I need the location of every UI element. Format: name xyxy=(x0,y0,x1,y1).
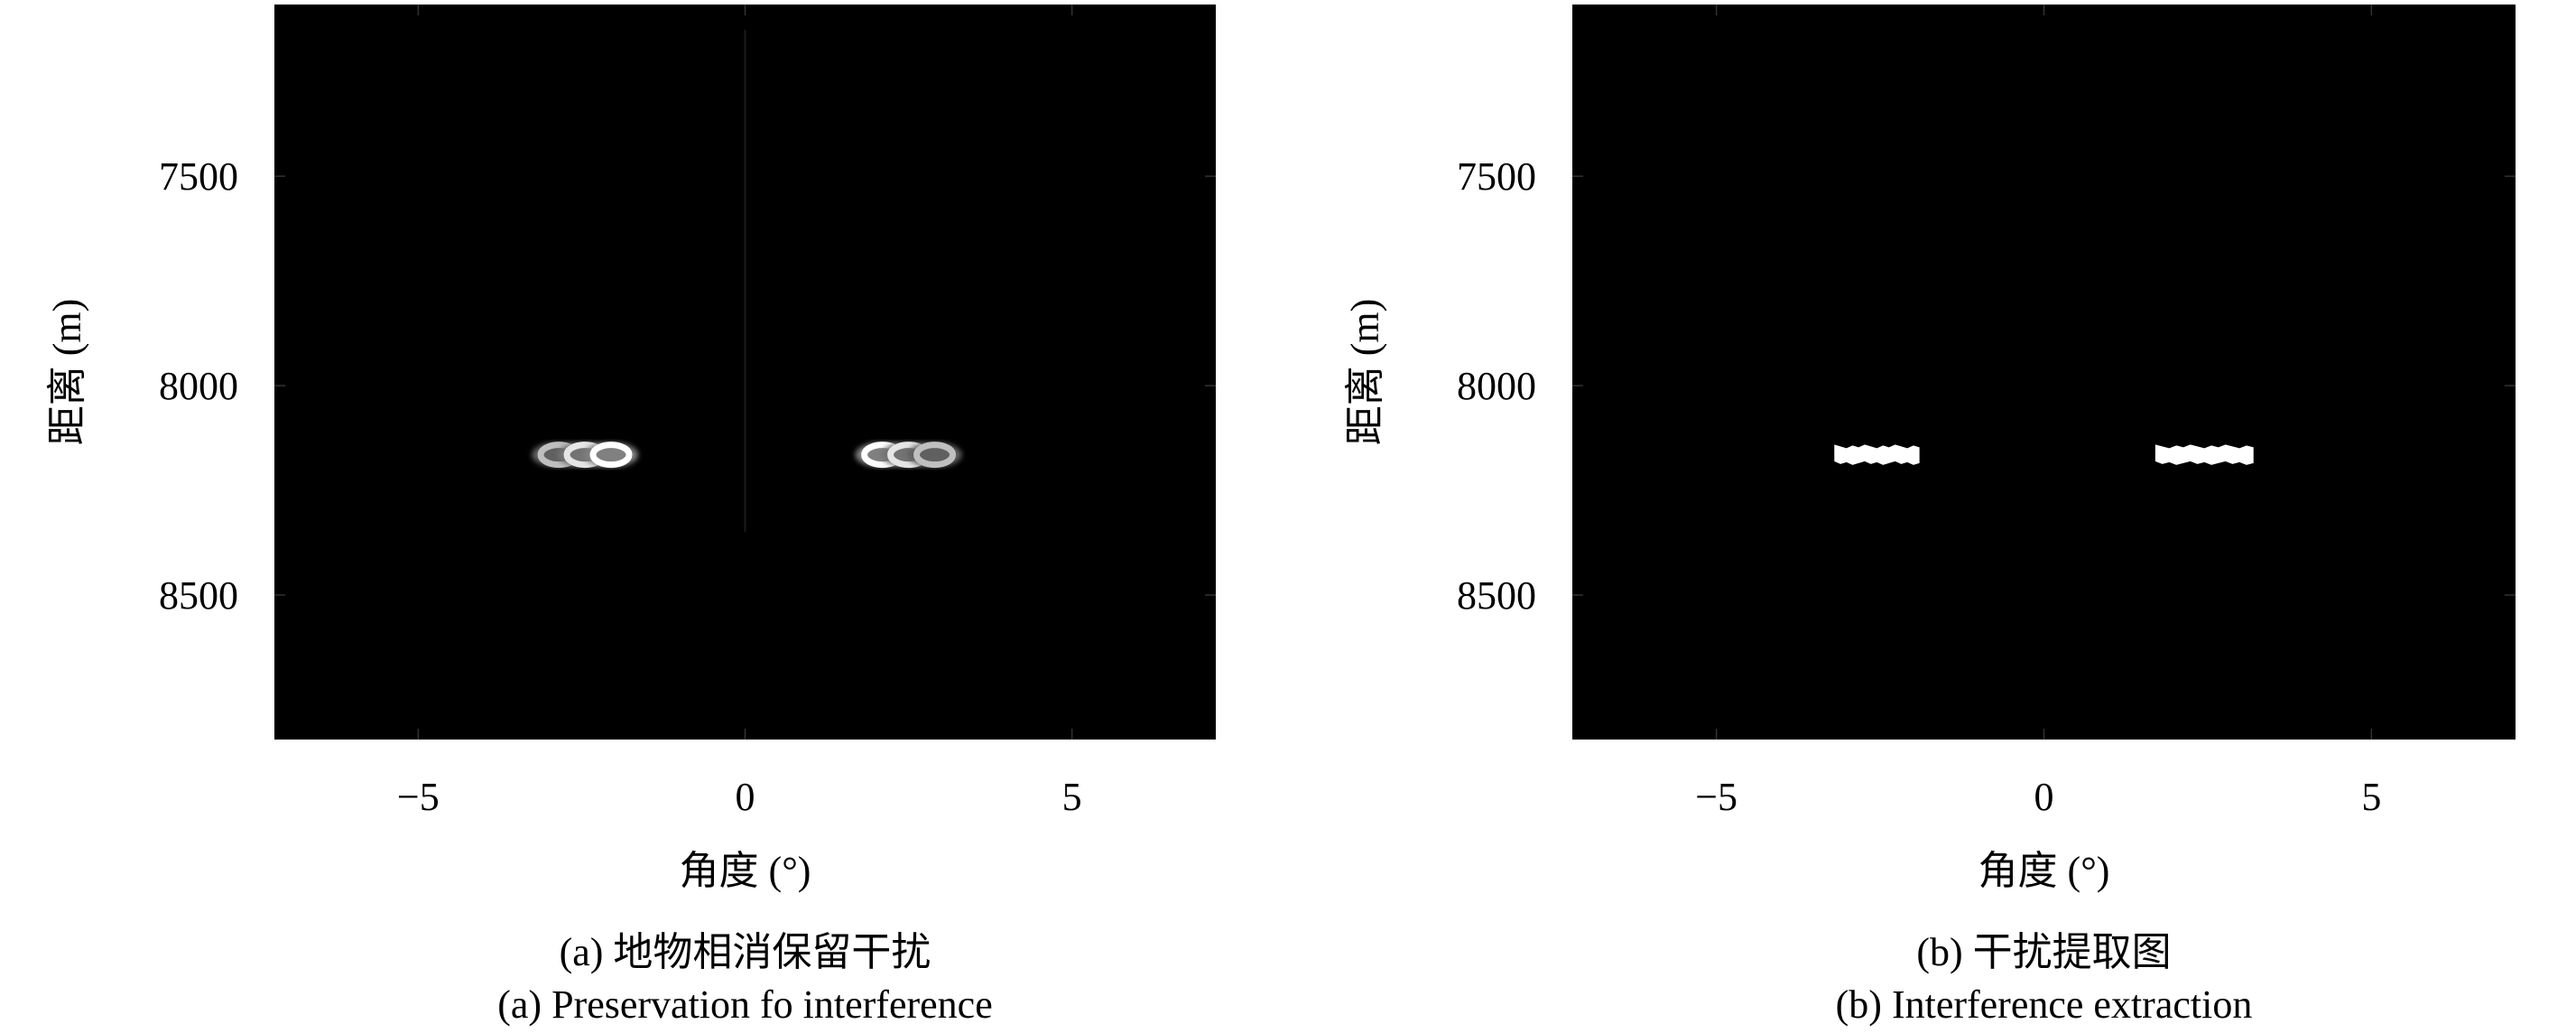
x-axis-label: 角度 (°) xyxy=(1978,849,2110,893)
y-tick-label: 8500 xyxy=(159,573,238,618)
y-tick-label: 8000 xyxy=(159,364,238,408)
blob-ring xyxy=(913,442,957,469)
interference-blob xyxy=(584,442,639,469)
blob-ring xyxy=(589,442,633,469)
x-axis-label: 角度 (°) xyxy=(680,849,811,893)
x-tick-label: 5 xyxy=(2361,775,2381,819)
subplot-b: −5 0 5 7500 8000 8500 角度 (°) 距离 (m) (b) 干扰提取图 (b)… xyxy=(1343,5,2516,1027)
x-tick-label: −5 xyxy=(1695,775,1737,819)
interference-region xyxy=(2154,444,2254,465)
y-tick-label: 7500 xyxy=(159,154,238,199)
interference-blob xyxy=(907,442,962,469)
x-tick-label: 0 xyxy=(736,775,755,819)
y-tick-label: 8000 xyxy=(1457,364,1536,408)
caption-cn: (a) 地物相消保留干扰 xyxy=(560,930,931,974)
interference-region xyxy=(1834,444,1920,465)
caption-en: (b) Interference extraction xyxy=(1836,982,2253,1027)
caption-en: (a) Preservation fo interference xyxy=(497,982,992,1027)
y-axis-label: 距离 (m) xyxy=(45,299,89,446)
caption-cn: (b) 干扰提取图 xyxy=(1916,930,2171,974)
x-tick-label: 5 xyxy=(1062,775,1082,819)
y-tick-label: 7500 xyxy=(1457,154,1536,199)
x-tick-label: 0 xyxy=(2034,775,2054,819)
y-tick-label: 8500 xyxy=(1457,573,1536,618)
y-axis-label: 距离 (m) xyxy=(1343,299,1387,446)
plot-area xyxy=(1572,5,2516,740)
x-tick-label: −5 xyxy=(397,775,440,819)
subplot-a: −5 0 5 7500 8000 8500 角度 (°) 距离 (m) (a) 地物相消保留干扰… xyxy=(45,5,1216,1027)
